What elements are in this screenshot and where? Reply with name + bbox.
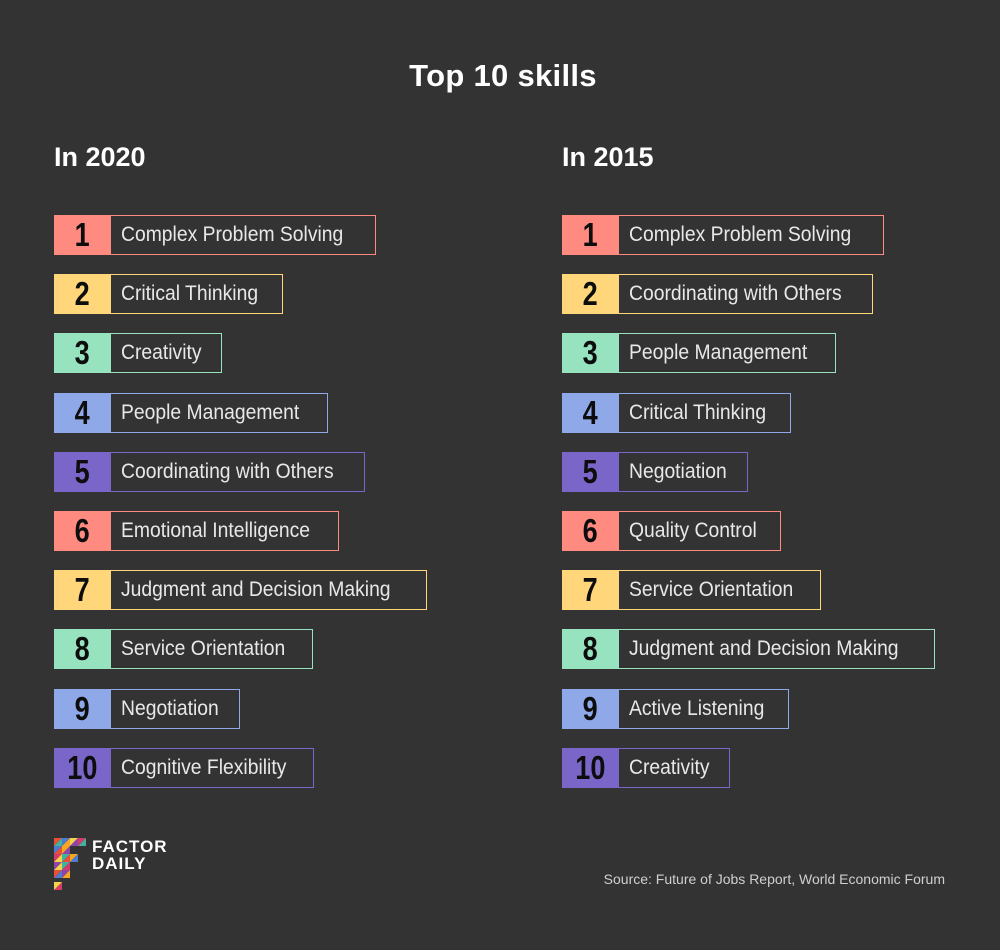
skill-label: Active Listening (619, 689, 790, 729)
rank-item: 8 Service Orientation (54, 629, 313, 669)
skill-label: Coordinating with Others (111, 452, 366, 492)
rank-number: 9 (562, 689, 619, 729)
skill-label: Coordinating with Others (619, 274, 874, 314)
rank-item: 10 Cognitive Flexibility (54, 748, 314, 788)
skill-label: Negotiation (619, 452, 749, 492)
rank-number: 9 (54, 689, 111, 729)
rank-item: 7 Judgment and Decision Making (54, 570, 427, 610)
rank-item: 10 Creativity (562, 748, 730, 788)
rank-item: 2 Critical Thinking (54, 274, 283, 314)
skill-label: Judgment and Decision Making (619, 629, 935, 669)
skill-label: Critical Thinking (619, 393, 791, 433)
rank-item: 1 Complex Problem Solving (54, 215, 376, 255)
skill-label: People Management (111, 393, 328, 433)
rank-number: 4 (562, 393, 619, 433)
logo-text: FACTOR DAILY (92, 837, 168, 873)
skill-label: Creativity (111, 333, 222, 373)
rank-number: 2 (562, 274, 619, 314)
skill-label: Judgment and Decision Making (111, 570, 427, 610)
rank-number: 7 (562, 570, 619, 610)
skill-label: Negotiation (111, 689, 241, 729)
rank-item: 9 Negotiation (54, 689, 241, 729)
page-title: Top 10 skills (409, 58, 597, 93)
rank-item: 7 Service Orientation (562, 570, 821, 610)
skill-label: Complex Problem Solving (111, 215, 376, 255)
rank-item: 8 Judgment and Decision Making (562, 629, 935, 669)
rank-number: 10 (562, 748, 619, 788)
rank-item: 4 Critical Thinking (562, 393, 791, 433)
rank-item: 1 Complex Problem Solving (562, 215, 884, 255)
skill-label: Critical Thinking (111, 274, 283, 314)
rank-number: 3 (562, 333, 619, 373)
column-heading: In 2015 (562, 142, 654, 172)
rank-number: 4 (54, 393, 111, 433)
rank-number: 8 (54, 629, 111, 669)
rank-item: 2 Coordinating with Others (562, 274, 874, 314)
rank-number: 5 (54, 452, 111, 492)
rank-number: 6 (54, 511, 111, 551)
rank-item: 3 People Management (562, 333, 836, 373)
rank-item: 5 Negotiation (562, 452, 749, 492)
rank-number: 7 (54, 570, 111, 610)
rank-number: 8 (562, 629, 619, 669)
rank-item: 5 Coordinating with Others (54, 452, 366, 492)
rank-number: 10 (54, 748, 111, 788)
skill-label: Cognitive Flexibility (111, 748, 314, 788)
rank-item: 4 People Management (54, 393, 328, 433)
skill-label: Emotional Intelligence (111, 511, 340, 551)
factordaily-logo: FACTOR DAILY (54, 838, 174, 890)
rank-number: 1 (562, 215, 619, 255)
rank-number: 6 (562, 511, 619, 551)
skill-label: People Management (619, 333, 836, 373)
logo-mark-icon (54, 838, 86, 890)
source-note: Source: Future of Jobs Report, World Eco… (603, 871, 945, 887)
skill-label: Complex Problem Solving (619, 215, 884, 255)
rank-number: 5 (562, 452, 619, 492)
column-heading: In 2020 (54, 142, 146, 172)
rank-item: 6 Emotional Intelligence (54, 511, 340, 551)
rank-number: 3 (54, 333, 111, 373)
rank-number: 2 (54, 274, 111, 314)
skill-label: Service Orientation (111, 629, 313, 669)
skill-label: Creativity (619, 748, 730, 788)
rank-item: 6 Quality Control (562, 511, 781, 551)
skill-label: Quality Control (619, 511, 781, 551)
skill-label: Service Orientation (619, 570, 821, 610)
rank-number: 1 (54, 215, 111, 255)
rank-item: 9 Active Listening (562, 689, 790, 729)
rank-item: 3 Creativity (54, 333, 222, 373)
